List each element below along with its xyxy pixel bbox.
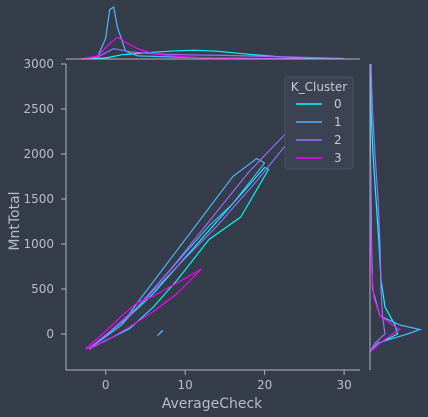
kde-contour-cluster-1 xyxy=(89,157,266,349)
marginal-y-cluster-3 xyxy=(369,153,402,353)
legend-label-2: 2 xyxy=(334,133,342,147)
marginal-y-cluster-1 xyxy=(369,63,423,353)
legend-title: K_Cluster xyxy=(291,80,348,94)
kde-contour-cluster-3 xyxy=(85,268,202,350)
y-tick-label: 0 xyxy=(46,327,54,341)
legend-label-1: 1 xyxy=(334,115,342,129)
legend-label-0: 0 xyxy=(334,97,342,111)
x-axis-label: AverageCheck xyxy=(162,396,263,412)
marginal-y-cluster-0 xyxy=(369,63,399,353)
y-tick-label: 3000 xyxy=(23,57,54,71)
marginal-x-cluster-3 xyxy=(81,36,305,60)
y-tick-label: 500 xyxy=(31,282,54,296)
top-marginal-kde xyxy=(66,6,360,60)
kde-contour-cluster-1-outlier xyxy=(156,329,164,337)
main-plot-area xyxy=(85,121,301,350)
y-tick-label: 1500 xyxy=(23,192,54,206)
right-marginal-kde xyxy=(369,63,423,370)
x-tick-label: 20 xyxy=(257,378,272,392)
x-tick-label: 10 xyxy=(178,378,193,392)
legend-items: 0 1 2 3 xyxy=(296,97,342,165)
y-tick-label: 2000 xyxy=(23,147,54,161)
x-tick-label: 0 xyxy=(102,378,110,392)
legend-label-3: 3 xyxy=(334,151,342,165)
x-tick-label: 30 xyxy=(336,378,351,392)
marginal-y-cluster-2 xyxy=(369,63,386,353)
marginal-x-cluster-2 xyxy=(81,47,345,60)
legend-box xyxy=(284,76,354,170)
legend: K_Cluster 0 1 2 3 xyxy=(284,76,354,170)
y-axis-label: MntTotal xyxy=(7,191,23,250)
kde-contour-cluster-2 xyxy=(89,121,301,350)
y-tick-label: 1000 xyxy=(23,237,54,251)
y-tick-label: 2500 xyxy=(23,102,54,116)
